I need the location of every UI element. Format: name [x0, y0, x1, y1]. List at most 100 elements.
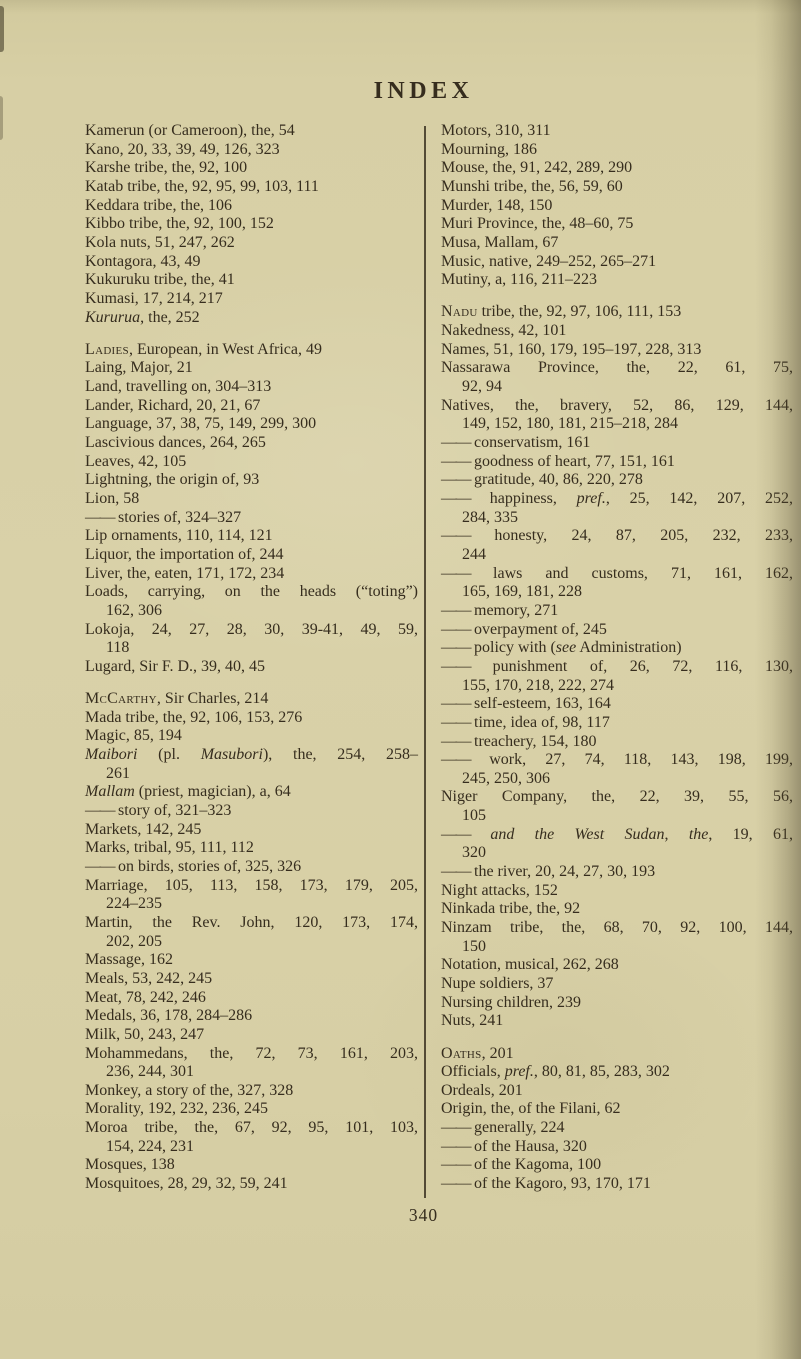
index-entry: Marks, tribal, 95, 111, 112 — [85, 839, 254, 857]
index-entry: Origin, the, of the Filani, 62 — [441, 1100, 621, 1118]
page-right-edge-shadow — [755, 0, 801, 1359]
index-entry: Kukuruku tribe, the, 41 — [85, 271, 235, 289]
index-entry: —— on birds, stories of, 325, 326 — [85, 857, 302, 875]
index-entry: 284, 335 — [462, 508, 518, 526]
page-edge-mark — [0, 96, 3, 140]
index-entry: —— laws and customs, 71, 161, 162, — [441, 564, 793, 582]
index-entry: Morality, 192, 232, 236, 245 — [85, 1100, 268, 1118]
index-entry: 150 — [462, 937, 486, 955]
index-entry: Monkey, a story of the, 327, 328 — [85, 1081, 294, 1099]
index-entry: 105 — [462, 807, 486, 825]
index-entry: —— of the Kagoma, 100 — [441, 1156, 602, 1174]
index-entry: Kamerun (or Cameroon), the, 54 — [85, 122, 295, 139]
index-entry: Mosquitoes, 28, 29, 32, 59, 241 — [85, 1175, 288, 1193]
index-entry: Mourning, 186 — [441, 140, 537, 158]
index-entry: Niger Company, the, 22, 39, 55, 56, — [441, 788, 793, 806]
index-entry: Mosques, 138 — [85, 1156, 175, 1174]
index-entry: —— the river, 20, 24, 27, 30, 193 — [441, 863, 656, 881]
index-column-left: Kamerun (or Cameroon), the, 54 Kano, 20, … — [85, 122, 418, 1194]
index-entry: Moroa tribe, the, 67, 92, 95, 101, 103, — [85, 1119, 418, 1137]
index-entry: Nuts, 241 — [441, 1012, 504, 1030]
index-column-right: Motors, 310, 311 Mourning, 186 Mouse, the,… — [441, 122, 793, 1194]
index-entry: Officials, pref., 80, 81, 85, 283, 302 — [441, 1063, 670, 1081]
index-entry: Lightning, the origin of, 93 — [85, 471, 260, 489]
index-entry: Massage, 162 — [85, 951, 173, 969]
index-entry: 154, 224, 231 — [106, 1137, 194, 1155]
index-entry: Lokoja, 24, 27, 28, 30, 39-41, 49, 59, — [85, 620, 418, 638]
index-entry: —— gratitude, 40, 86, 220, 278 — [441, 471, 643, 489]
index-entry: —— story of, 321–323 — [85, 801, 232, 819]
index-entry: Kibbo tribe, the, 92, 100, 152 — [85, 215, 274, 233]
index-entry: —— conservatism, 161 — [441, 434, 591, 451]
index-entry: Language, 37, 38, 75, 149, 299, 300 — [85, 415, 317, 433]
index-entry: Natives, the, bravery, 52, 86, 129, 144, — [441, 396, 793, 414]
index-entry: Nassarawa Province, the, 22, 61, 75, — [441, 359, 793, 377]
index-entry: Meals, 53, 242, 245 — [85, 969, 213, 987]
index-entry: 149, 152, 180, 181, 215–218, 284 — [462, 415, 678, 433]
index-entry: Ordeals, 201 — [441, 1081, 523, 1099]
index-entry: 261 — [106, 764, 130, 782]
index-entry: Lander, Richard, 20, 21, 67 — [85, 396, 261, 414]
index-entry: Meat, 78, 242, 246 — [85, 988, 206, 1006]
index-entry: Mutiny, a, 116, 211–223 — [441, 271, 597, 289]
index-entry: Music, native, 249–252, 265–271 — [441, 252, 657, 270]
index-entry: Lascivious dances, 264, 265 — [85, 434, 266, 451]
index-entry: Murder, 148, 150 — [441, 196, 553, 214]
index-entry: 92, 94 — [462, 378, 502, 396]
index-entry: Kumasi, 17, 214, 217 — [85, 289, 223, 307]
index-entry: 320 — [462, 844, 486, 862]
index-entry: 118 — [106, 639, 130, 657]
index-entry: Mouse, the, 91, 242, 289, 290 — [441, 159, 633, 177]
index-entry: —— goodness of heart, 77, 151, 161 — [441, 452, 675, 470]
index-entry: Nupe soldiers, 37 — [441, 975, 554, 993]
page-number: 340 — [408, 1205, 439, 1225]
index-entry: Kano, 20, 33, 39, 49, 126, 323 — [85, 140, 280, 158]
index-entry: Ninzam tribe, the, 68, 70, 92, 100, 144, — [441, 919, 793, 937]
index-entry: Kontagora, 43, 49 — [85, 252, 201, 270]
index-entry: 244 — [462, 545, 486, 563]
index-entry: Muri Province, the, 48–60, 75 — [441, 215, 634, 233]
index-entry: Kola nuts, 51, 247, 262 — [85, 233, 235, 251]
index-entry: Nadu tribe, the, 92, 97, 106, 111, 153 — [441, 303, 682, 321]
index-entry: Kururua, the, 252 — [85, 308, 200, 326]
index-entry: Keddara tribe, the, 106 — [85, 196, 233, 214]
index-entry: —— work, 27, 74, 118, 143, 198, 199, — [441, 751, 793, 769]
index-entry: —— honesty, 24, 87, 205, 232, 233, — [441, 527, 793, 545]
index-entry: Notation, musical, 262, 268 — [441, 956, 619, 974]
index-entry: Lion, 58 — [85, 489, 140, 507]
index-entry: Medals, 36, 178, 284–286 — [85, 1007, 253, 1025]
index-entry: Lugard, Sir F. D., 39, 40, 45 — [85, 657, 266, 675]
index-entry: Liquor, the importation of, 244 — [85, 545, 284, 563]
index-entry: Nursing children, 239 — [441, 993, 581, 1011]
index-entry: Maibori (pl. Masubori), the, 254, 258– — [85, 746, 419, 763]
page-title: INDEX — [373, 78, 474, 104]
index-entry: Motors, 310, 311 — [441, 122, 551, 139]
index-entry: —— overpayment of, 245 — [441, 620, 607, 638]
index-entry: Laing, Major, 21 — [85, 359, 193, 377]
index-entry: 155, 170, 218, 222, 274 — [462, 676, 614, 694]
index-entry: Martin, the Rev. John, 120, 173, 174, — [85, 913, 418, 931]
index-entry: Ninkada tribe, the, 92 — [441, 900, 581, 918]
index-entry: —— treachery, 154, 180 — [441, 732, 597, 750]
index-entry: Markets, 142, 245 — [85, 820, 202, 838]
index-entry: —— of the Kagoro, 93, 170, 171 — [441, 1175, 651, 1193]
page-top-shadow — [0, 0, 801, 14]
index-entry: Milk, 50, 243, 247 — [85, 1025, 205, 1043]
index-entry: —— happiness, pref., 25, 142, 207, 252, — [441, 489, 793, 507]
index-entry: Ladies, European, in West Africa, 49 — [85, 340, 322, 358]
index-entry: Munshi tribe, the, 56, 59, 60 — [441, 177, 623, 195]
index-entry: —— punishment of, 26, 72, 116, 130, — [441, 657, 793, 675]
page-edge-mark — [0, 6, 4, 52]
index-entry: 245, 250, 306 — [462, 769, 550, 787]
index-entry: Lip ornaments, 110, 114, 121 — [85, 527, 273, 545]
index-entry: Mallam (priest, magician), a, 64 — [85, 783, 291, 801]
index-entry: Mohammedans, the, 72, 73, 161, 203, — [85, 1044, 418, 1062]
index-entry: McCarthy, Sir Charles, 214 — [85, 690, 269, 708]
index-entry: —— time, idea of, 98, 117 — [441, 713, 610, 731]
index-entry: —— of the Hausa, 320 — [441, 1137, 587, 1155]
index-entry: Karshe tribe, the, 92, 100 — [85, 159, 248, 177]
index-entry: 236, 244, 301 — [106, 1063, 194, 1081]
index-entry: —— generally, 224 — [441, 1119, 565, 1137]
index-entry: Liver, the, eaten, 171, 172, 234 — [85, 564, 285, 582]
